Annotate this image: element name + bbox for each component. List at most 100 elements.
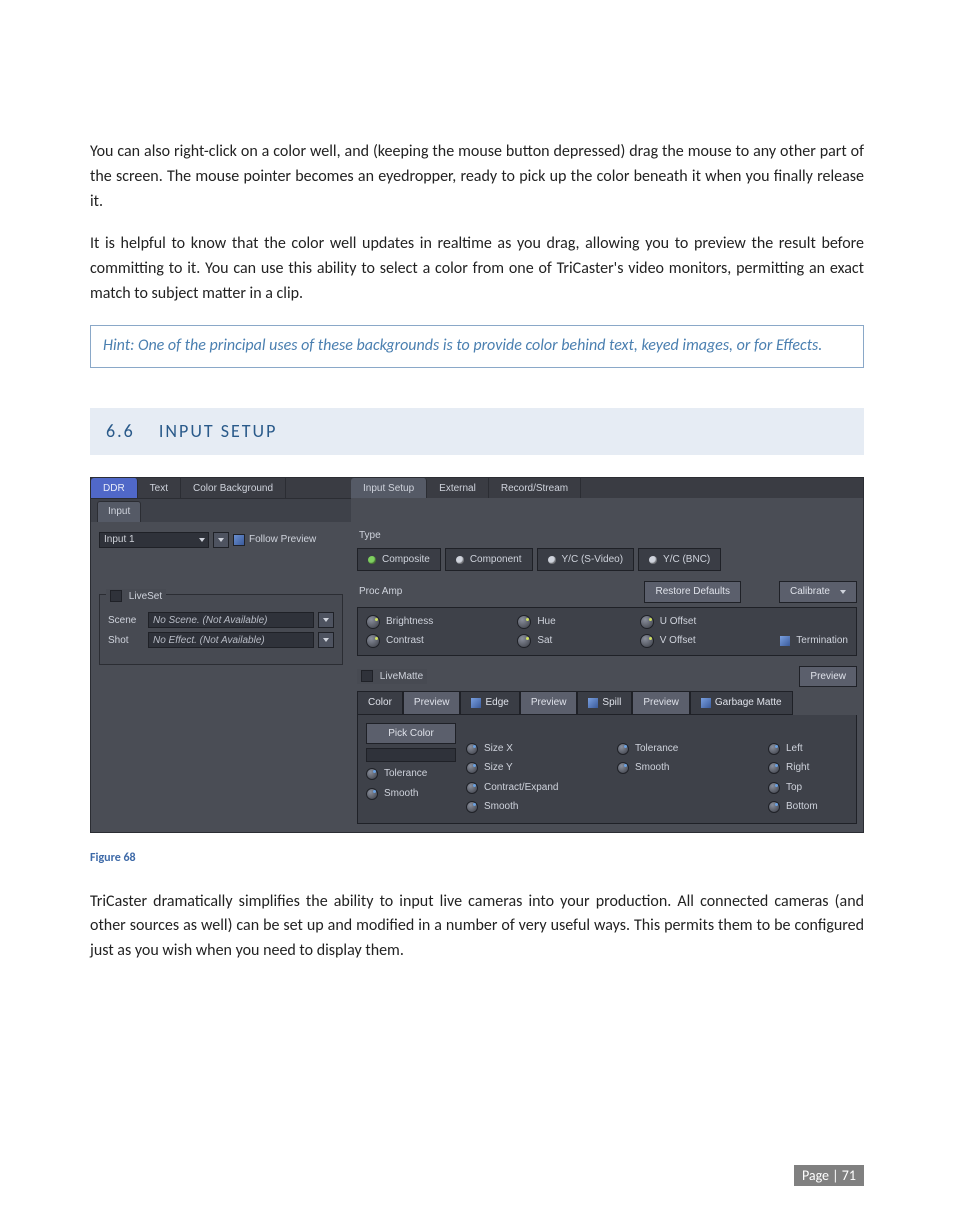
sizey-knob[interactable] xyxy=(466,762,478,774)
hue-label: Hue xyxy=(537,614,555,630)
livematte-tabs: Color Preview Edge Preview Spill Preview… xyxy=(357,691,857,715)
right-tabs: Input Setup External Record/Stream xyxy=(351,478,863,498)
liveset-checkbox[interactable] xyxy=(110,590,122,602)
input-select[interactable]: Input 1 xyxy=(99,532,209,548)
calibrate-button[interactable]: Calibrate xyxy=(779,581,857,603)
color-smooth-knob[interactable] xyxy=(366,788,378,800)
hint-box: Hint: One of the principal uses of these… xyxy=(90,325,864,368)
sizex-label: Size X xyxy=(484,741,513,757)
radio-dot-icon xyxy=(548,556,556,564)
footer-label: Page | xyxy=(802,1167,842,1184)
body-paragraph-1: You can also right-click on a color well… xyxy=(90,140,864,214)
voffset-label: V Offset xyxy=(660,633,696,649)
termination-icon xyxy=(780,636,790,646)
procamp-grid: Brightness Hue U Offset Contrast Sat V O… xyxy=(357,607,857,656)
tab-color-background[interactable]: Color Background xyxy=(181,478,286,498)
tab-text[interactable]: Text xyxy=(138,478,181,498)
section-title: INPUT SETUP xyxy=(159,420,278,442)
spill-icon xyxy=(588,698,598,708)
body-paragraph-3: TriCaster dramatically simplifies the ab… xyxy=(90,890,864,964)
color-tolerance-label: Tolerance xyxy=(384,766,427,782)
sizex-knob[interactable] xyxy=(466,743,478,755)
uoffset-knob[interactable] xyxy=(640,615,654,629)
type-composite[interactable]: Composite xyxy=(357,548,441,572)
procamp-label: Proc Amp xyxy=(359,584,402,600)
restore-defaults-button[interactable]: Restore Defaults xyxy=(644,581,740,603)
gm-right-label: Right xyxy=(786,760,809,776)
liveset-title: LiveSet xyxy=(106,589,166,605)
hue-knob[interactable] xyxy=(517,615,531,629)
shot-field[interactable]: No Effect. (Not Available) xyxy=(148,632,314,648)
input-subtab-row: Input xyxy=(91,498,351,522)
color-tolerance-knob[interactable] xyxy=(366,768,378,780)
livematte-body: Pick Color Tolerance Smooth Size X Size … xyxy=(357,715,857,824)
lm-tab-garbage[interactable]: Garbage Matte xyxy=(690,691,793,715)
radio-dot-icon xyxy=(649,556,657,564)
liveset-title-text: LiveSet xyxy=(129,591,162,602)
left-column: DDR Text Color Background Input Input 1 … xyxy=(91,478,351,832)
voffset-knob[interactable] xyxy=(640,634,654,648)
radio-dot-icon xyxy=(368,556,376,564)
lm-tab-color[interactable]: Color xyxy=(357,691,403,715)
lm-col-edge: Size X Size Y Contract/Expand Smooth xyxy=(466,723,607,815)
edge-icon xyxy=(471,698,481,708)
follow-preview-label: Follow Preview xyxy=(249,532,316,548)
input-select-menu-button[interactable] xyxy=(213,532,229,548)
right-column: Input Setup External Record/Stream Type … xyxy=(351,478,863,832)
sat-label: Sat xyxy=(537,633,552,649)
spill-smooth-label: Smooth xyxy=(635,760,669,776)
type-yc-bnc[interactable]: Y/C (BNC) xyxy=(638,548,721,572)
tab-ddr[interactable]: DDR xyxy=(91,478,138,498)
contract-knob[interactable] xyxy=(466,782,478,794)
gm-bottom-knob[interactable] xyxy=(768,801,780,813)
procamp-header: Proc Amp Restore Defaults Calibrate xyxy=(359,581,857,603)
livematte-preview-button[interactable]: Preview xyxy=(799,666,857,688)
type-radio-row: Composite Component Y/C (S-Video) Y/C (B… xyxy=(357,548,857,572)
livematte-checkbox[interactable] xyxy=(361,670,373,682)
page-footer: Page | 71 xyxy=(794,1165,864,1187)
picked-color-swatch[interactable] xyxy=(366,748,456,762)
lm-tab-edge[interactable]: Edge xyxy=(460,691,519,715)
subtab-input[interactable]: Input xyxy=(97,501,141,522)
type-composite-label: Composite xyxy=(382,552,430,568)
termination-label: Termination xyxy=(796,633,848,649)
spill-tolerance-knob[interactable] xyxy=(617,743,629,755)
type-yc-svideo[interactable]: Y/C (S-Video) xyxy=(537,548,635,572)
gm-left-label: Left xyxy=(786,741,803,757)
gm-top-knob[interactable] xyxy=(768,782,780,794)
follow-preview-checkbox[interactable] xyxy=(233,534,245,546)
type-component-label: Component xyxy=(470,552,522,568)
shot-menu-button[interactable] xyxy=(318,632,334,648)
scene-menu-button[interactable] xyxy=(318,612,334,628)
livematte-header: LiveMatte Preview xyxy=(359,666,857,688)
gm-bottom-label: Bottom xyxy=(786,799,818,815)
lm-tab-edge-label: Edge xyxy=(485,695,508,711)
spill-tolerance-label: Tolerance xyxy=(635,741,678,757)
sat-knob[interactable] xyxy=(517,634,531,648)
type-svideo-label: Y/C (S-Video) xyxy=(562,552,624,568)
contrast-knob[interactable] xyxy=(366,634,380,648)
tab-input-setup[interactable]: Input Setup xyxy=(351,478,427,498)
tab-record-stream[interactable]: Record/Stream xyxy=(489,478,581,498)
type-component[interactable]: Component xyxy=(445,548,533,572)
edge-smooth-knob[interactable] xyxy=(466,801,478,813)
spill-smooth-knob[interactable] xyxy=(617,762,629,774)
lm-tab-preview-2[interactable]: Preview xyxy=(520,691,578,715)
lm-col-color: Pick Color Tolerance Smooth xyxy=(366,723,456,815)
lm-tab-spill[interactable]: Spill xyxy=(577,691,632,715)
footer-page-number: 71 xyxy=(842,1167,856,1184)
scene-field[interactable]: No Scene. (Not Available) xyxy=(148,612,314,628)
tab-external[interactable]: External xyxy=(427,478,489,498)
shot-label: Shot xyxy=(108,633,144,649)
gm-right-knob[interactable] xyxy=(768,762,780,774)
gm-left-knob[interactable] xyxy=(768,743,780,755)
app-screenshot: DDR Text Color Background Input Input 1 … xyxy=(90,477,864,833)
scene-label: Scene xyxy=(108,613,144,629)
garbage-icon xyxy=(701,698,711,708)
brightness-knob[interactable] xyxy=(366,615,380,629)
lm-col-spill: Tolerance Smooth xyxy=(617,723,758,815)
lm-tab-preview-3[interactable]: Preview xyxy=(632,691,690,715)
color-smooth-label: Smooth xyxy=(384,786,418,802)
pick-color-button[interactable]: Pick Color xyxy=(366,723,456,745)
lm-tab-preview-1[interactable]: Preview xyxy=(403,691,461,715)
